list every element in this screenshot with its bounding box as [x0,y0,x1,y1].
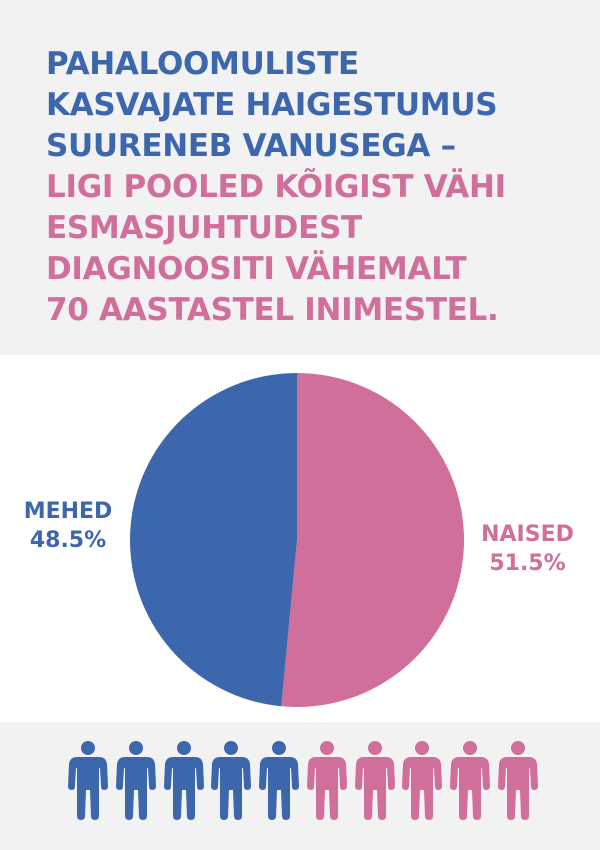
header-band [0,0,600,355]
person-icon [497,741,538,820]
slice-label-value: 51.5% [489,551,566,576]
pie-chart [129,373,464,707]
slice-label-name: NAISED [481,522,574,547]
headline-line: LIGI POOLED KÕIGIST VÄHI [46,169,506,205]
slice-label-value: 48.5% [29,528,107,553]
headline: PAHALOOMULISTE KASVAJATE HAIGESTUMUS SUU… [46,44,566,331]
headline-line: 70 AASTASTEL INIMESTEL. [46,292,499,328]
pie-slice-mehed [129,373,297,707]
people-row [68,740,538,820]
slice-label-mehed: MEHED 48.5% [8,497,128,555]
headline-line: DIAGNOOSITI VÄHEMALT [46,251,467,287]
person-icon [259,741,300,820]
pie-slice-naised [281,373,464,707]
headline-line: ESMASJUHTUDEST [46,210,362,246]
person-icon [68,741,108,820]
person-icon [402,741,443,820]
person-icon [354,741,395,820]
person-icon [450,741,491,820]
headline-line: PAHALOOMULISTE [46,46,359,82]
headline-line: KASVAJATE HAIGESTUMUS [46,87,498,123]
person-icon [115,741,156,820]
chart-area [0,355,600,722]
person-icon [211,741,252,820]
headline-line: SUURENEB VANUSEGA – [46,128,456,164]
slice-label-name: MEHED [23,499,113,524]
person-icon [306,741,347,820]
slice-label-naised: NAISED 51.5% [465,520,590,578]
person-icon [163,741,204,820]
